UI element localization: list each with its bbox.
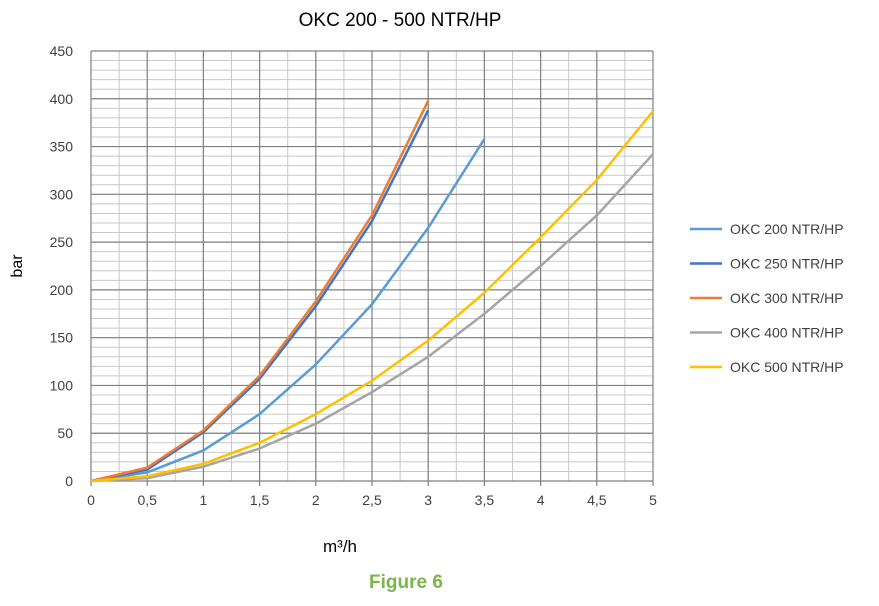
legend-label: OKC 500 NTR/HP (730, 359, 844, 375)
line-chart: 0 50 100 150 200 250 300 350 400 450 0 0,5 1 1,5 2 2,5 3… (9, 10, 844, 556)
x-tick-label: 3,5 (475, 492, 495, 508)
y-tick-label: 450 (50, 43, 74, 59)
y-tick-label: 350 (50, 139, 74, 155)
y-tick-label: 150 (50, 330, 74, 346)
series-line (90, 100, 430, 483)
y-tick-label: 200 (50, 282, 74, 298)
legend-label: OKC 400 NTR/HP (730, 325, 844, 341)
y-tick-label: 0 (65, 473, 73, 489)
x-tick-label: 0 (87, 492, 95, 508)
x-tick-label: 4,5 (587, 492, 607, 508)
x-tick-label: 3 (424, 492, 432, 508)
y-tick-label: 50 (57, 425, 73, 441)
legend-label: OKC 250 NTR/HP (730, 256, 844, 272)
x-tick-label: 0,5 (137, 492, 157, 508)
figure-caption: Figure 6 (369, 572, 443, 593)
series-line (90, 138, 486, 483)
x-tick-label: 4 (537, 492, 545, 508)
x-tick-label: 1,5 (250, 492, 270, 508)
x-tick-label: 5 (649, 492, 657, 508)
series-line (90, 110, 654, 483)
legend-label: OKC 300 NTR/HP (730, 290, 844, 306)
x-tick-label: 2 (312, 492, 320, 508)
x-tick-label: 1 (200, 492, 208, 508)
y-axis-label: bar (9, 254, 26, 278)
x-axis-label: m³/h (323, 537, 357, 556)
y-tick-label: 100 (50, 377, 74, 393)
y-tick-label: 400 (50, 91, 74, 107)
y-tick-label: 300 (50, 186, 74, 202)
x-tick-label: 2,5 (362, 492, 382, 508)
series-line (90, 153, 654, 483)
y-tick-label: 250 (50, 234, 74, 250)
chart-title: OKC 200 - 500 NTR/HP (299, 10, 502, 31)
legend-label: OKC 200 NTR/HP (730, 221, 844, 237)
series-line (90, 109, 430, 483)
